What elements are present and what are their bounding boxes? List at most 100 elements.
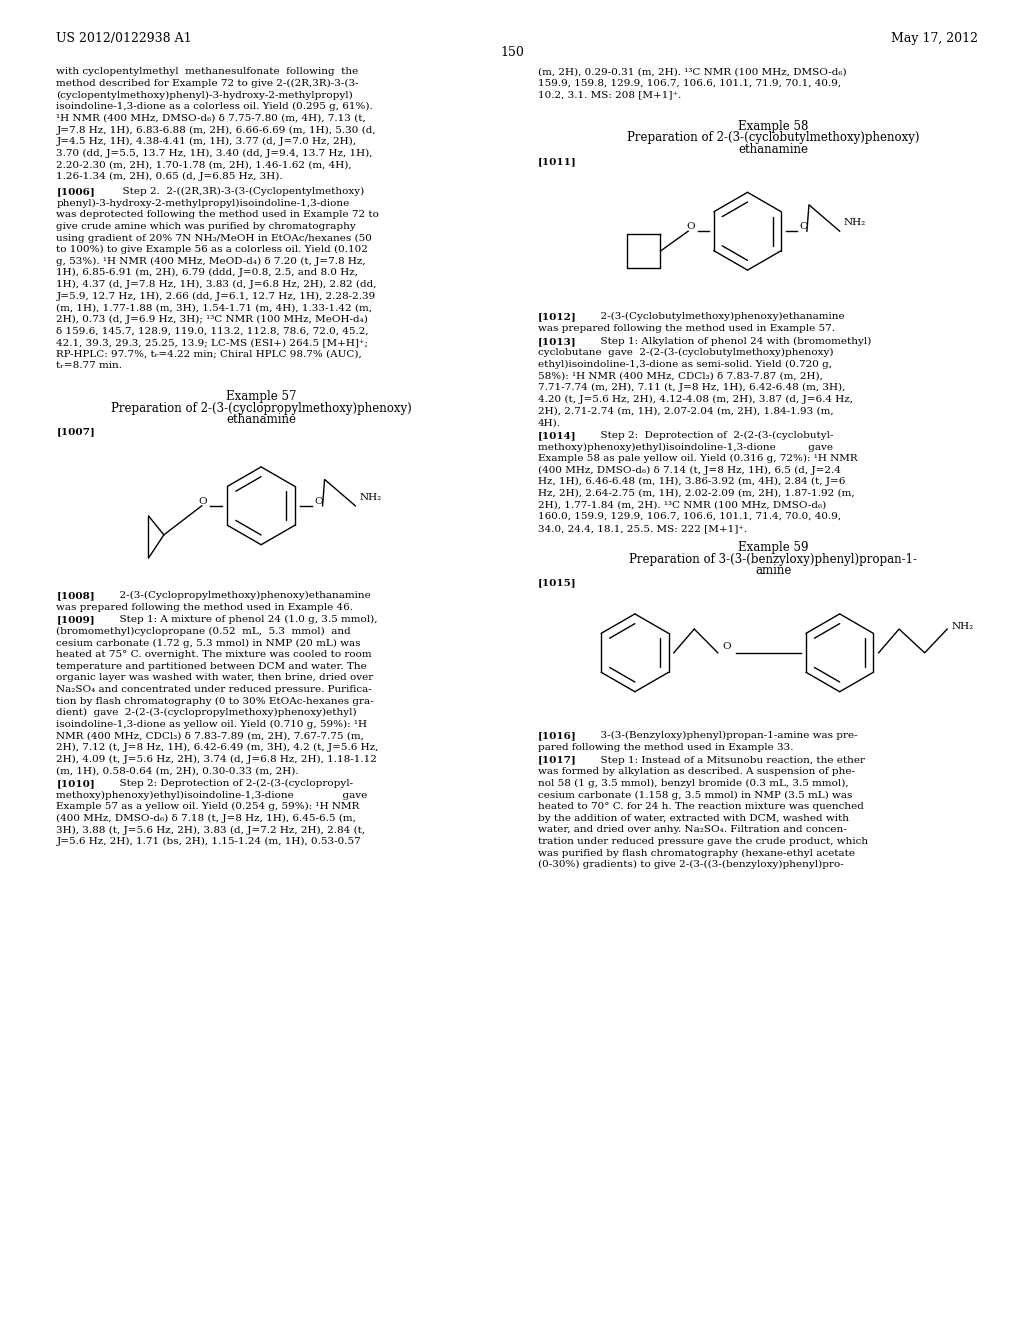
Text: O: O bbox=[722, 643, 730, 651]
Text: RP-HPLC: 97.7%, tᵣ=4.22 min; Chiral HPLC 98.7% (AUC),: RP-HPLC: 97.7%, tᵣ=4.22 min; Chiral HPLC… bbox=[56, 350, 362, 359]
Text: heated at 75° C. overnight. The mixture was cooled to room: heated at 75° C. overnight. The mixture … bbox=[56, 651, 372, 659]
Text: heated to 70° C. for 24 h. The reaction mixture was quenched: heated to 70° C. for 24 h. The reaction … bbox=[538, 803, 863, 812]
Text: methoxy)phenoxy)ethyl)isoindoline-1,3-dione               gave: methoxy)phenoxy)ethyl)isoindoline-1,3-di… bbox=[56, 791, 368, 800]
Text: isoindoline-1,3-dione as yellow oil. Yield (0.710 g, 59%): ¹H: isoindoline-1,3-dione as yellow oil. Yie… bbox=[56, 719, 368, 729]
Text: 2H), 1.77-1.84 (m, 2H). ¹³C NMR (100 MHz, DMSO-d₆): 2H), 1.77-1.84 (m, 2H). ¹³C NMR (100 MHz… bbox=[538, 500, 825, 510]
Text: [1016]: [1016] bbox=[538, 731, 577, 741]
Text: Na₂SO₄ and concentrated under reduced pressure. Purifica-: Na₂SO₄ and concentrated under reduced pr… bbox=[56, 685, 372, 694]
Text: Hz, 1H), 6.46-6.48 (m, 1H), 3.86-3.92 (m, 4H), 2.84 (t, J=6: Hz, 1H), 6.46-6.48 (m, 1H), 3.86-3.92 (m… bbox=[538, 478, 845, 487]
Text: ethyl)isoindoline-1,3-dione as semi-solid. Yield (0.720 g,: ethyl)isoindoline-1,3-dione as semi-soli… bbox=[538, 360, 831, 370]
Text: [1014]: [1014] bbox=[538, 430, 577, 440]
Text: O: O bbox=[687, 222, 695, 231]
Text: using gradient of 20% 7N NH₃/MeOH in EtOAc/hexanes (50: using gradient of 20% 7N NH₃/MeOH in EtO… bbox=[56, 234, 372, 243]
Text: [1011]: [1011] bbox=[538, 157, 577, 166]
Text: Example 58 as pale yellow oil. Yield (0.316 g, 72%): ¹H NMR: Example 58 as pale yellow oil. Yield (0.… bbox=[538, 454, 857, 463]
Text: 2H), 0.73 (d, J=6.9 Hz, 3H); ¹³C NMR (100 MHz, MeOH-d₄): 2H), 0.73 (d, J=6.9 Hz, 3H); ¹³C NMR (10… bbox=[56, 314, 369, 323]
Text: Step 1: A mixture of phenol 24 (1.0 g, 3.5 mmol),: Step 1: A mixture of phenol 24 (1.0 g, 3… bbox=[113, 615, 377, 624]
Text: 42.1, 39.3, 29.3, 25.25, 13.9; LC-MS (ESI+) 264.5 [M+H]⁺;: 42.1, 39.3, 29.3, 25.25, 13.9; LC-MS (ES… bbox=[56, 338, 369, 347]
Text: (m, 2H), 0.29-0.31 (m, 2H). ¹³C NMR (100 MHz, DMSO-d₆): (m, 2H), 0.29-0.31 (m, 2H). ¹³C NMR (100… bbox=[538, 67, 846, 77]
Text: was purified by flash chromatography (hexane-ethyl acetate: was purified by flash chromatography (he… bbox=[538, 849, 855, 858]
Text: 10.2, 3.1. MS: 208 [M+1]⁺.: 10.2, 3.1. MS: 208 [M+1]⁺. bbox=[538, 91, 681, 99]
Text: Example 57: Example 57 bbox=[226, 391, 296, 403]
Text: May 17, 2012: May 17, 2012 bbox=[891, 32, 978, 45]
Text: amine: amine bbox=[755, 565, 792, 577]
Text: to 100%) to give Example 56 as a colorless oil. Yield (0.102: to 100%) to give Example 56 as a colorle… bbox=[56, 246, 369, 255]
Text: δ 159.6, 145.7, 128.9, 119.0, 113.2, 112.8, 78.6, 72.0, 45.2,: δ 159.6, 145.7, 128.9, 119.0, 113.2, 112… bbox=[56, 326, 369, 335]
Text: J=7.8 Hz, 1H), 6.83-6.88 (m, 2H), 6.66-6.69 (m, 1H), 5.30 (d,: J=7.8 Hz, 1H), 6.83-6.88 (m, 2H), 6.66-6… bbox=[56, 125, 376, 135]
Text: nol 58 (1 g, 3.5 mmol), benzyl bromide (0.3 mL, 3.5 mmol),: nol 58 (1 g, 3.5 mmol), benzyl bromide (… bbox=[538, 779, 848, 788]
Text: 2-(3-(Cyclopropylmethoxy)phenoxy)ethanamine: 2-(3-(Cyclopropylmethoxy)phenoxy)ethanam… bbox=[113, 591, 371, 601]
Text: Step 1: Instead of a Mitsunobu reaction, the ether: Step 1: Instead of a Mitsunobu reaction,… bbox=[594, 756, 865, 764]
Text: 3H), 3.88 (t, J=5.6 Hz, 2H), 3.83 (d, J=7.2 Hz, 2H), 2.84 (t,: 3H), 3.88 (t, J=5.6 Hz, 2H), 3.83 (d, J=… bbox=[56, 825, 366, 834]
Text: cesium carbonate (1.158 g, 3.5 mmol) in NMP (3.5 mL) was: cesium carbonate (1.158 g, 3.5 mmol) in … bbox=[538, 791, 852, 800]
Text: ethanamine: ethanamine bbox=[738, 143, 808, 156]
Text: Example 59: Example 59 bbox=[738, 541, 808, 554]
Text: [1006]: [1006] bbox=[56, 187, 95, 195]
Text: was prepared following the method used in Example 46.: was prepared following the method used i… bbox=[56, 602, 353, 611]
Text: 3.70 (dd, J=5.5, 13.7 Hz, 1H), 3.40 (dd, J=9.4, 13.7 Hz, 1H),: 3.70 (dd, J=5.5, 13.7 Hz, 1H), 3.40 (dd,… bbox=[56, 149, 373, 158]
Text: O: O bbox=[199, 496, 207, 506]
Text: dient)  gave  2-(2-(3-(cyclopropylmethoxy)phenoxy)ethyl): dient) gave 2-(2-(3-(cyclopropylmethoxy)… bbox=[56, 709, 357, 717]
Text: was formed by alkylation as described. A suspension of phe-: was formed by alkylation as described. A… bbox=[538, 767, 855, 776]
Text: Hz, 2H), 2.64-2.75 (m, 1H), 2.02-2.09 (m, 2H), 1.87-1.92 (m,: Hz, 2H), 2.64-2.75 (m, 1H), 2.02-2.09 (m… bbox=[538, 488, 854, 498]
Text: 4.20 (t, J=5.6 Hz, 2H), 4.12-4.08 (m, 2H), 3.87 (d, J=6.4 Hz,: 4.20 (t, J=5.6 Hz, 2H), 4.12-4.08 (m, 2H… bbox=[538, 395, 853, 404]
Text: Example 58: Example 58 bbox=[738, 120, 808, 132]
Text: Preparation of 2-(3-(cyclopropylmethoxy)phenoxy): Preparation of 2-(3-(cyclopropylmethoxy)… bbox=[111, 401, 412, 414]
Text: [1008]: [1008] bbox=[56, 591, 95, 599]
Text: tion by flash chromatography (0 to 30% EtOAc-hexanes gra-: tion by flash chromatography (0 to 30% E… bbox=[56, 697, 374, 706]
Text: [1007]: [1007] bbox=[56, 428, 95, 437]
Text: [1010]: [1010] bbox=[56, 779, 95, 788]
Text: (bromomethyl)cyclopropane (0.52  mL,  5.3  mmol)  and: (bromomethyl)cyclopropane (0.52 mL, 5.3 … bbox=[56, 627, 351, 636]
Text: 7.71-7.74 (m, 2H), 7.11 (t, J=8 Hz, 1H), 6.42-6.48 (m, 3H),: 7.71-7.74 (m, 2H), 7.11 (t, J=8 Hz, 1H),… bbox=[538, 383, 845, 392]
Text: with cyclopentylmethyl  methanesulfonate  following  the: with cyclopentylmethyl methanesulfonate … bbox=[56, 67, 358, 77]
Text: method described for Example 72 to give 2-((2R,3R)-3-(3-: method described for Example 72 to give … bbox=[56, 79, 359, 88]
Text: (m, 1H), 0.58-0.64 (m, 2H), 0.30-0.33 (m, 2H).: (m, 1H), 0.58-0.64 (m, 2H), 0.30-0.33 (m… bbox=[56, 767, 299, 775]
Text: NH₂: NH₂ bbox=[359, 492, 382, 502]
Text: [1015]: [1015] bbox=[538, 578, 577, 587]
Text: tration under reduced pressure gave the crude product, which: tration under reduced pressure gave the … bbox=[538, 837, 867, 846]
Text: J=5.9, 12.7 Hz, 1H), 2.66 (dd, J=6.1, 12.7 Hz, 1H), 2.28-2.39: J=5.9, 12.7 Hz, 1H), 2.66 (dd, J=6.1, 12… bbox=[56, 292, 376, 301]
Text: isoindoline-1,3-dione as a colorless oil. Yield (0.295 g, 61%).: isoindoline-1,3-dione as a colorless oil… bbox=[56, 102, 373, 111]
Text: J=5.6 Hz, 2H), 1.71 (bs, 2H), 1.15-1.24 (m, 1H), 0.53-0.57: J=5.6 Hz, 2H), 1.71 (bs, 2H), 1.15-1.24 … bbox=[56, 837, 361, 846]
Text: Step 1: Alkylation of phenol 24 with (bromomethyl): Step 1: Alkylation of phenol 24 with (br… bbox=[594, 337, 871, 346]
Text: Preparation of 2-(3-(cyclobutylmethoxy)phenoxy): Preparation of 2-(3-(cyclobutylmethoxy)p… bbox=[627, 131, 920, 144]
Text: 1.26-1.34 (m, 2H), 0.65 (d, J=6.85 Hz, 3H).: 1.26-1.34 (m, 2H), 0.65 (d, J=6.85 Hz, 3… bbox=[56, 172, 283, 181]
Text: [1017]: [1017] bbox=[538, 756, 577, 764]
Text: O: O bbox=[800, 222, 808, 231]
Text: 1H), 6.85-6.91 (m, 2H), 6.79 (ddd, J=0.8, 2.5, and 8.0 Hz,: 1H), 6.85-6.91 (m, 2H), 6.79 (ddd, J=0.8… bbox=[56, 268, 358, 277]
Text: Step 2.  2-((2R,3R)-3-(3-(Cyclopentylmethoxy): Step 2. 2-((2R,3R)-3-(3-(Cyclopentylmeth… bbox=[116, 187, 364, 197]
Text: Step 2:  Deprotection of  2-(2-(3-(cyclobutyl-: Step 2: Deprotection of 2-(2-(3-(cyclobu… bbox=[594, 430, 834, 440]
Text: (0-30%) gradients) to give 2-(3-((3-(benzyloxy)phenyl)pro-: (0-30%) gradients) to give 2-(3-((3-(ben… bbox=[538, 861, 844, 870]
Text: temperature and partitioned between DCM and water. The: temperature and partitioned between DCM … bbox=[56, 661, 367, 671]
Text: by the addition of water, extracted with DCM, washed with: by the addition of water, extracted with… bbox=[538, 814, 849, 822]
Text: Step 2: Deprotection of 2-(2-(3-(cyclopropyl-: Step 2: Deprotection of 2-(2-(3-(cyclopr… bbox=[113, 779, 352, 788]
Text: Example 57 as a yellow oil. Yield (0.254 g, 59%): ¹H NMR: Example 57 as a yellow oil. Yield (0.254… bbox=[56, 803, 359, 812]
Text: ¹H NMR (400 MHz, DMSO-d₆) δ 7.75-7.80 (m, 4H), 7.13 (t,: ¹H NMR (400 MHz, DMSO-d₆) δ 7.75-7.80 (m… bbox=[56, 114, 366, 123]
Text: give crude amine which was purified by chromatography: give crude amine which was purified by c… bbox=[56, 222, 356, 231]
Text: ethanamine: ethanamine bbox=[226, 413, 296, 426]
Text: (400 MHz, DMSO-d₆) δ 7.18 (t, J=8 Hz, 1H), 6.45-6.5 (m,: (400 MHz, DMSO-d₆) δ 7.18 (t, J=8 Hz, 1H… bbox=[56, 814, 356, 824]
Text: organic layer was washed with water, then brine, dried over: organic layer was washed with water, the… bbox=[56, 673, 374, 682]
Text: 58%): ¹H NMR (400 MHz, CDCl₃) δ 7.83-7.87 (m, 2H),: 58%): ¹H NMR (400 MHz, CDCl₃) δ 7.83-7.8… bbox=[538, 372, 822, 380]
Text: [1012]: [1012] bbox=[538, 313, 577, 321]
Text: 2-(3-(Cyclobutylmethoxy)phenoxy)ethanamine: 2-(3-(Cyclobutylmethoxy)phenoxy)ethanami… bbox=[594, 313, 845, 322]
Text: O: O bbox=[314, 496, 323, 506]
Text: NH₂: NH₂ bbox=[951, 623, 974, 631]
Text: was deprotected following the method used in Example 72 to: was deprotected following the method use… bbox=[56, 210, 379, 219]
Text: [1009]: [1009] bbox=[56, 615, 95, 624]
Text: was prepared following the method used in Example 57.: was prepared following the method used i… bbox=[538, 323, 835, 333]
Text: NH₂: NH₂ bbox=[844, 218, 866, 227]
Text: 2H), 2.71-2.74 (m, 1H), 2.07-2.04 (m, 2H), 1.84-1.93 (m,: 2H), 2.71-2.74 (m, 1H), 2.07-2.04 (m, 2H… bbox=[538, 407, 834, 416]
Text: 160.0, 159.9, 129.9, 106.7, 106.6, 101.1, 71.4, 70.0, 40.9,: 160.0, 159.9, 129.9, 106.7, 106.6, 101.1… bbox=[538, 512, 841, 521]
Text: water, and dried over anhy. Na₂SO₄. Filtration and concen-: water, and dried over anhy. Na₂SO₄. Filt… bbox=[538, 825, 847, 834]
Text: 159.9, 159.8, 129.9, 106.7, 106.6, 101.1, 71.9, 70.1, 40.9,: 159.9, 159.8, 129.9, 106.7, 106.6, 101.1… bbox=[538, 79, 841, 88]
Text: pared following the method used in Example 33.: pared following the method used in Examp… bbox=[538, 743, 794, 752]
Text: (m, 1H), 1.77-1.88 (m, 3H), 1.54-1.71 (m, 4H), 1.33-1.42 (m,: (m, 1H), 1.77-1.88 (m, 3H), 1.54-1.71 (m… bbox=[56, 304, 373, 312]
Text: J=4.5 Hz, 1H), 4.38-4.41 (m, 1H), 3.77 (d, J=7.0 Hz, 2H),: J=4.5 Hz, 1H), 4.38-4.41 (m, 1H), 3.77 (… bbox=[56, 137, 356, 147]
Text: 2H), 4.09 (t, J=5.6 Hz, 2H), 3.74 (d, J=6.8 Hz, 2H), 1.18-1.12: 2H), 4.09 (t, J=5.6 Hz, 2H), 3.74 (d, J=… bbox=[56, 755, 377, 764]
Text: 4H).: 4H). bbox=[538, 418, 560, 428]
Text: 3-(3-(Benzyloxy)phenyl)propan-1-amine was pre-: 3-(3-(Benzyloxy)phenyl)propan-1-amine wa… bbox=[594, 731, 857, 741]
Text: 34.0, 24.4, 18.1, 25.5. MS: 222 [M+1]⁺.: 34.0, 24.4, 18.1, 25.5. MS: 222 [M+1]⁺. bbox=[538, 524, 746, 533]
Text: NMR (400 MHz, CDCl₃) δ 7.83-7.89 (m, 2H), 7.67-7.75 (m,: NMR (400 MHz, CDCl₃) δ 7.83-7.89 (m, 2H)… bbox=[56, 731, 365, 741]
Text: g, 53%). ¹H NMR (400 MHz, MeOD-d₄) δ 7.20 (t, J=7.8 Hz,: g, 53%). ¹H NMR (400 MHz, MeOD-d₄) δ 7.2… bbox=[56, 256, 366, 265]
